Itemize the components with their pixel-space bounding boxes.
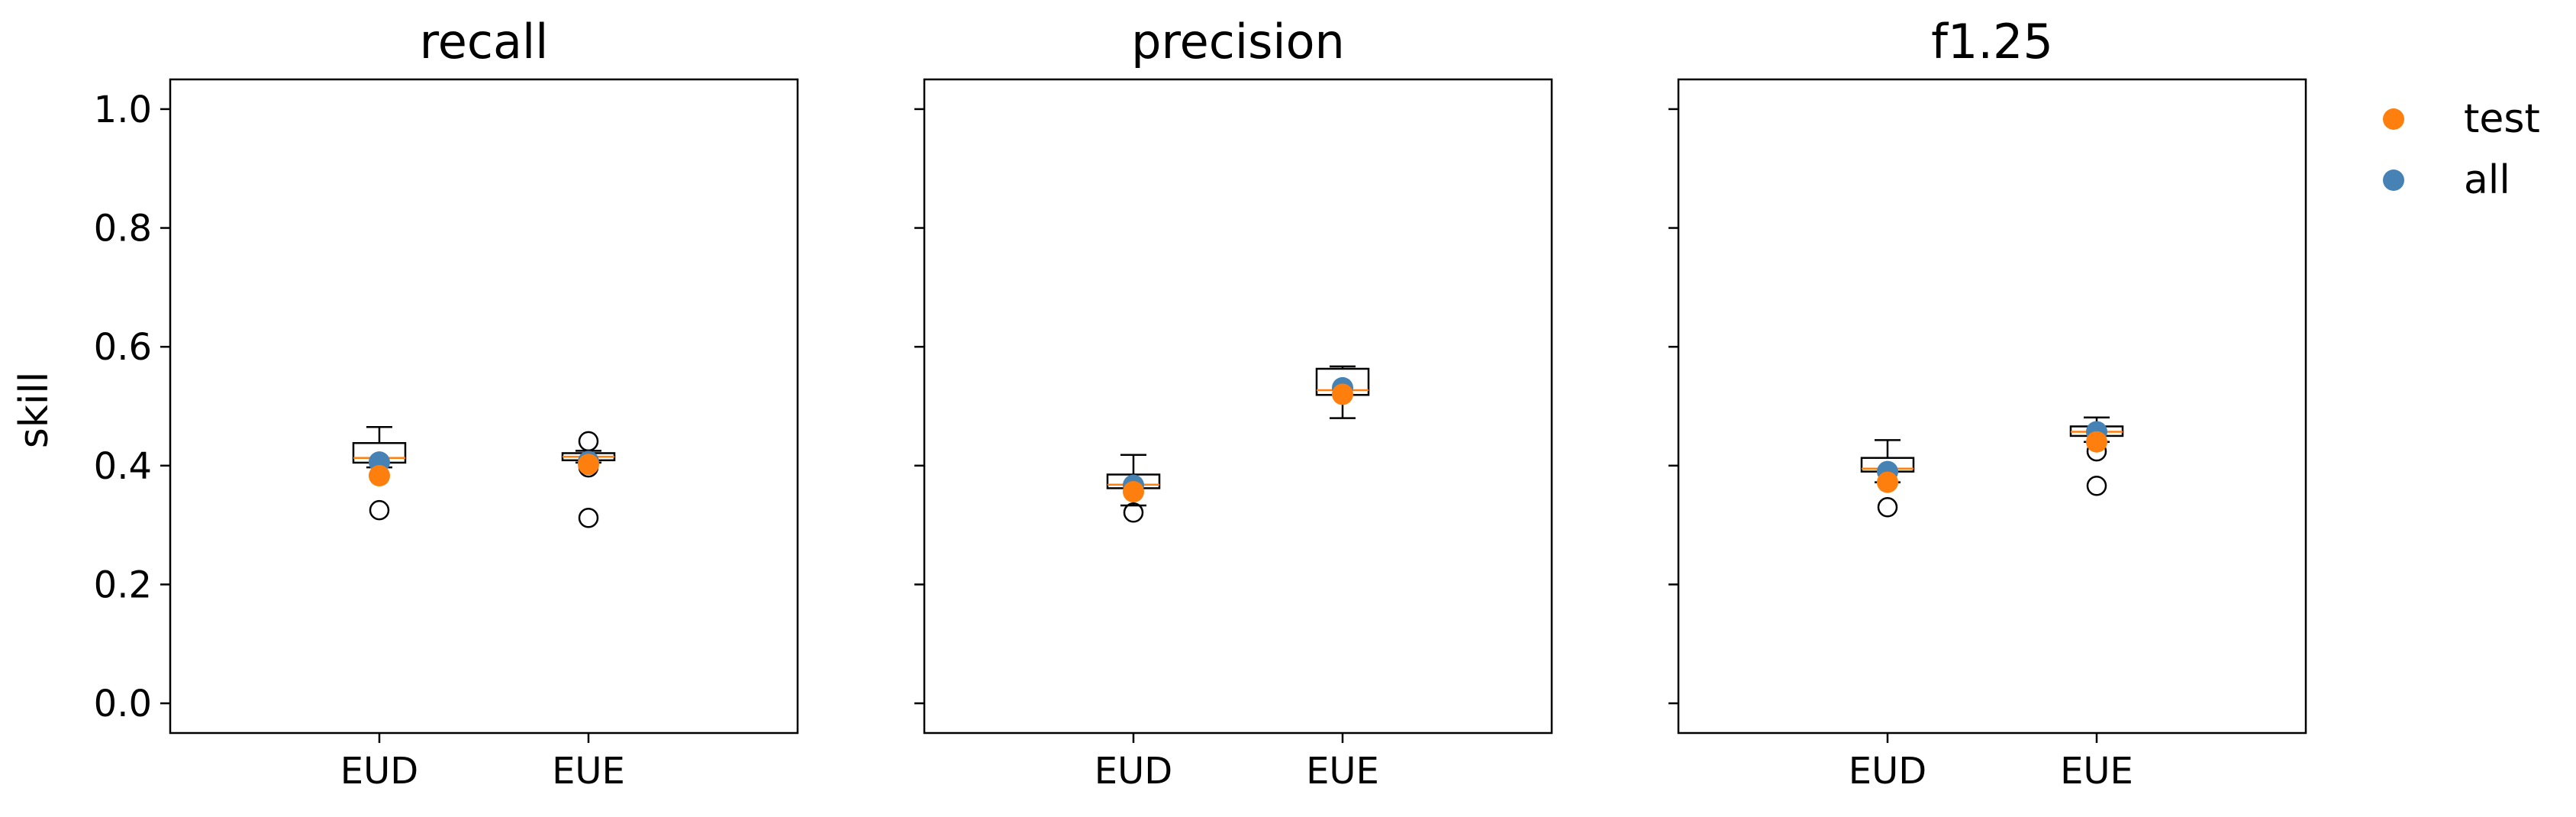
point-test	[1123, 481, 1144, 503]
x-tick-label: EUD	[1849, 750, 1926, 793]
x-tick-label: EUE	[552, 750, 625, 793]
outlier-point	[2086, 476, 2107, 496]
outlier-point	[1123, 502, 1144, 523]
legend-label: all	[2464, 157, 2510, 203]
axes-frame	[1677, 78, 2307, 735]
outlier-point	[369, 499, 390, 521]
legend-marker	[2383, 170, 2404, 191]
x-tick-label: EUE	[2060, 750, 2133, 793]
legend-marker	[2383, 108, 2404, 130]
legend-label: test	[2464, 96, 2540, 142]
legend: test all	[2383, 96, 2540, 203]
y-tick-label: 0.8	[94, 208, 152, 250]
y-tick-label: 0.2	[94, 564, 152, 606]
outlier-point	[578, 508, 599, 528]
x-tick-label: EUD	[1095, 750, 1172, 793]
x-tick-label: EUE	[1306, 750, 1379, 793]
box-EUE	[561, 431, 616, 528]
point-test	[578, 454, 599, 476]
axes-frame	[169, 78, 799, 735]
x-tick-label: EUD	[340, 750, 418, 793]
outlier-point	[578, 431, 599, 452]
panel-1: recall 0.0 0.2 0.4 0.6 0.8 1.0 EUD EUE	[94, 14, 799, 793]
point-test	[1332, 383, 1353, 405]
panel-title: f1.25	[1931, 14, 2053, 69]
legend-item-all: all	[2383, 157, 2510, 203]
panel-2: precision EUD EUE	[914, 14, 1553, 793]
panel-3: f1.25 EUD EUE	[1668, 14, 2307, 793]
y-tick-label: 0.4	[94, 445, 152, 488]
outlier-point	[1877, 497, 1898, 518]
y-tick-label: 1.0	[94, 89, 152, 131]
point-test	[2086, 431, 2107, 453]
y-axis-label: skill	[11, 372, 57, 449]
legend-item-test: test	[2383, 96, 2540, 142]
y-tick-label: 0.6	[94, 326, 152, 369]
point-test	[369, 465, 390, 487]
point-test	[1877, 471, 1898, 493]
panel-title: precision	[1131, 14, 1345, 69]
panel-title: recall	[420, 14, 549, 69]
panels: recall 0.0 0.2 0.4 0.6 0.8 1.0 EUD EUE precision E…	[94, 14, 2307, 793]
axes-frame	[923, 78, 1553, 735]
y-tick-label: 0.0	[94, 683, 152, 725]
